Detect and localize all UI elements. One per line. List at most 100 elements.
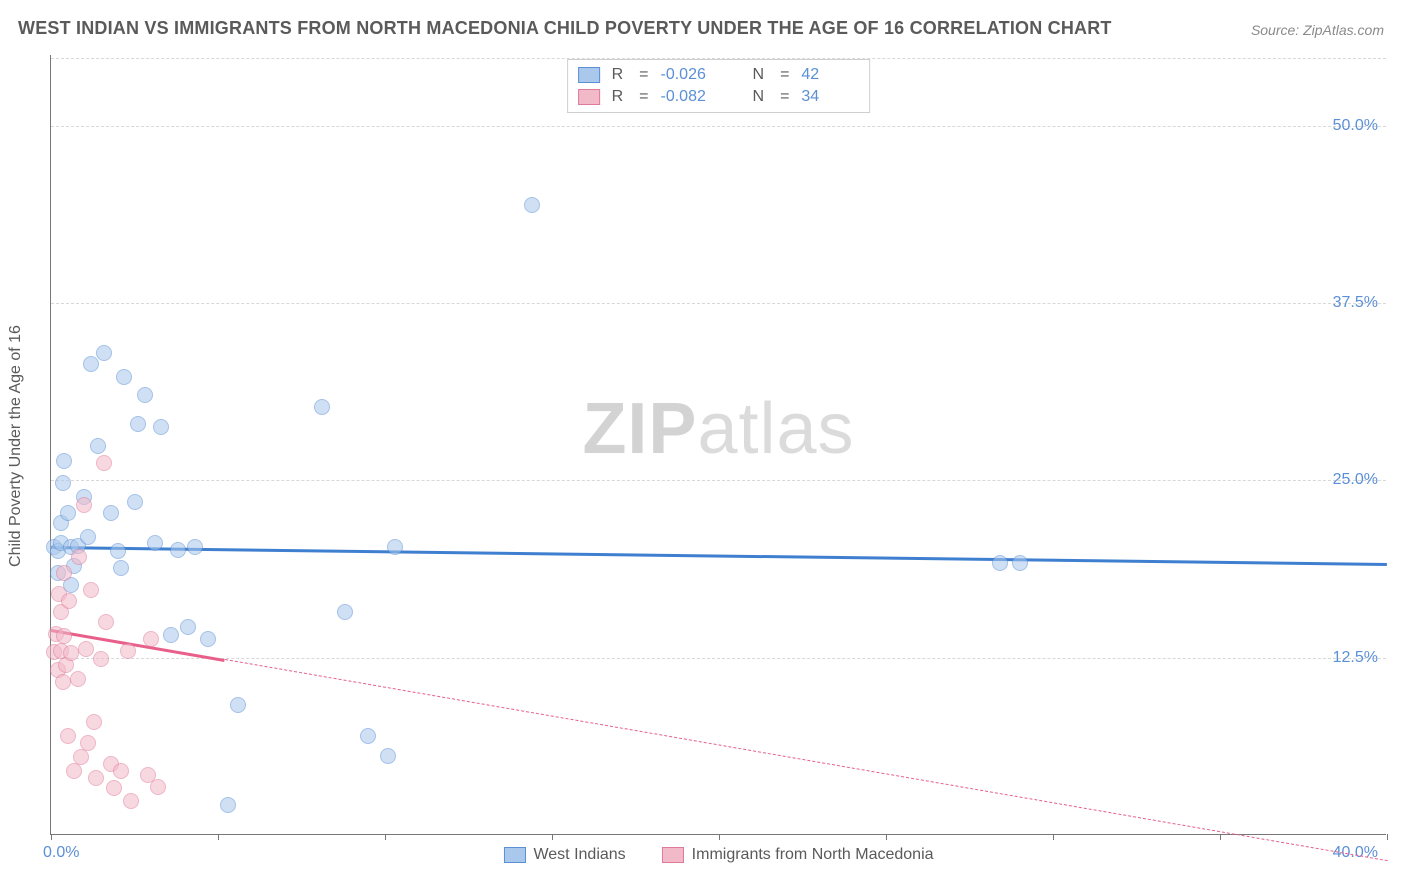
x-axis-min-label: 0.0% bbox=[43, 844, 79, 862]
legend-stats-row: R = -0.082 N = 34 bbox=[578, 86, 860, 108]
legend-equals: = bbox=[780, 66, 789, 84]
data-point bbox=[56, 628, 72, 644]
legend-r-value: -0.026 bbox=[661, 66, 719, 84]
data-point bbox=[96, 455, 112, 471]
data-point bbox=[60, 505, 76, 521]
scatter-plot-area: ZIPatlas R=-0.026N=42R=-0.082N=34 0.0% 4… bbox=[50, 55, 1386, 835]
trend-line bbox=[51, 546, 1387, 566]
data-point bbox=[153, 419, 169, 435]
gridline-horizontal bbox=[51, 126, 1386, 127]
legend-equals: = bbox=[639, 88, 648, 106]
x-tick-mark bbox=[719, 834, 720, 840]
data-point bbox=[150, 779, 166, 795]
data-point bbox=[78, 641, 94, 657]
data-point bbox=[1012, 555, 1028, 571]
series-legend: West Indians Immigrants from North Macedo… bbox=[503, 846, 933, 864]
legend-n-label: N bbox=[753, 66, 765, 84]
data-point bbox=[83, 356, 99, 372]
data-point bbox=[163, 627, 179, 643]
legend-n-value: 42 bbox=[801, 66, 859, 84]
source-attribution: Source: ZipAtlas.com bbox=[1251, 22, 1384, 38]
data-point bbox=[76, 497, 92, 513]
legend-swatch bbox=[578, 89, 600, 105]
data-point bbox=[130, 416, 146, 432]
legend-equals: = bbox=[639, 66, 648, 84]
data-point bbox=[98, 614, 114, 630]
x-tick-mark bbox=[1053, 834, 1054, 840]
data-point bbox=[524, 197, 540, 213]
data-point bbox=[170, 542, 186, 558]
data-point bbox=[80, 735, 96, 751]
data-point bbox=[113, 763, 129, 779]
data-point bbox=[387, 539, 403, 555]
data-point bbox=[220, 797, 236, 813]
data-point bbox=[60, 728, 76, 744]
data-point bbox=[103, 505, 119, 521]
data-point bbox=[230, 697, 246, 713]
data-point bbox=[337, 604, 353, 620]
data-point bbox=[147, 535, 163, 551]
x-tick-mark bbox=[1387, 834, 1388, 840]
data-point bbox=[55, 674, 71, 690]
watermark-text: ZIPatlas bbox=[582, 388, 854, 470]
watermark-bold: ZIP bbox=[582, 389, 697, 469]
legend-swatch bbox=[503, 847, 525, 863]
legend-equals: = bbox=[780, 88, 789, 106]
data-point bbox=[992, 555, 1008, 571]
data-point bbox=[180, 619, 196, 635]
gridline-horizontal bbox=[51, 480, 1386, 481]
data-point bbox=[73, 749, 89, 765]
data-point bbox=[96, 345, 112, 361]
x-tick-mark bbox=[385, 834, 386, 840]
y-tick-label: 12.5% bbox=[1333, 649, 1378, 667]
data-point bbox=[360, 728, 376, 744]
data-point bbox=[56, 453, 72, 469]
legend-n-label: N bbox=[753, 88, 765, 106]
legend-r-value: -0.082 bbox=[661, 88, 719, 106]
legend-item: Immigrants from North Macedonia bbox=[662, 846, 934, 864]
y-tick-label: 50.0% bbox=[1333, 117, 1378, 135]
data-point bbox=[380, 748, 396, 764]
gridline-horizontal bbox=[51, 658, 1386, 659]
data-point bbox=[113, 560, 129, 576]
gridline-horizontal bbox=[51, 303, 1386, 304]
data-point bbox=[55, 475, 71, 491]
legend-stats-row: R = -0.026 N = 42 bbox=[578, 64, 860, 86]
data-point bbox=[90, 438, 106, 454]
data-point bbox=[137, 387, 153, 403]
data-point bbox=[93, 651, 109, 667]
data-point bbox=[88, 770, 104, 786]
data-point bbox=[110, 543, 126, 559]
data-point bbox=[187, 539, 203, 555]
data-point bbox=[70, 671, 86, 687]
legend-r-label: R bbox=[612, 66, 624, 84]
data-point bbox=[127, 494, 143, 510]
x-tick-mark bbox=[552, 834, 553, 840]
x-tick-mark bbox=[218, 834, 219, 840]
data-point bbox=[116, 369, 132, 385]
data-point bbox=[200, 631, 216, 647]
data-point bbox=[106, 780, 122, 796]
legend-swatch bbox=[662, 847, 684, 863]
legend-n-value: 34 bbox=[801, 88, 859, 106]
gridline-horizontal bbox=[51, 58, 1386, 59]
data-point bbox=[120, 643, 136, 659]
y-axis-label: Child Poverty Under the Age of 16 bbox=[7, 325, 25, 567]
data-point bbox=[66, 763, 82, 779]
data-point bbox=[71, 549, 87, 565]
legend-item: West Indians bbox=[503, 846, 625, 864]
trend-line bbox=[225, 659, 1387, 861]
y-tick-label: 25.0% bbox=[1333, 471, 1378, 489]
legend-label: West Indians bbox=[533, 846, 625, 864]
data-point bbox=[56, 565, 72, 581]
data-point bbox=[123, 793, 139, 809]
chart-title: WEST INDIAN VS IMMIGRANTS FROM NORTH MAC… bbox=[18, 18, 1112, 39]
data-point bbox=[86, 714, 102, 730]
data-point bbox=[83, 582, 99, 598]
data-point bbox=[63, 645, 79, 661]
correlation-legend: R = -0.026 N = 42 R = -0.082 N = 34 bbox=[567, 59, 871, 113]
data-point bbox=[61, 593, 77, 609]
data-point bbox=[80, 529, 96, 545]
watermark-rest: atlas bbox=[697, 389, 854, 469]
legend-r-label: R bbox=[612, 88, 624, 106]
